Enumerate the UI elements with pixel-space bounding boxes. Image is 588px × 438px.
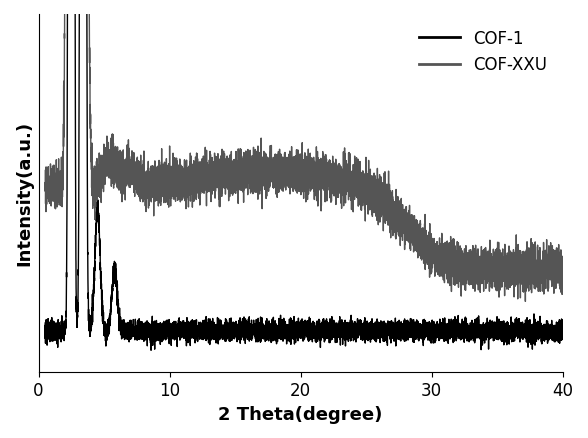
COF-XXU [425, 258, 432, 263]
COF-1 [425, 321, 432, 326]
COF-1 [348, 329, 355, 335]
Y-axis label: Intensity(a.u.): Intensity(a.u.) [15, 121, 33, 266]
Line: COF-1: COF-1 [45, 0, 563, 350]
COF-XXU [522, 299, 529, 304]
COF-1 [148, 348, 155, 353]
COF-1 [453, 324, 460, 329]
COF-XXU [42, 189, 49, 194]
X-axis label: 2 Theta(degree): 2 Theta(degree) [218, 405, 383, 423]
COF-XXU [348, 190, 355, 195]
COF-XXU [370, 193, 377, 198]
COF-1 [42, 334, 49, 339]
COF-XXU [453, 265, 460, 270]
COF-1 [559, 323, 566, 328]
COF-XXU [559, 270, 566, 275]
COF-1 [229, 327, 236, 332]
COF-XXU [229, 170, 236, 175]
Line: COF-XXU: COF-XXU [45, 0, 563, 302]
COF-1 [370, 331, 377, 336]
Legend: COF-1, COF-XXU: COF-1, COF-XXU [412, 23, 554, 81]
